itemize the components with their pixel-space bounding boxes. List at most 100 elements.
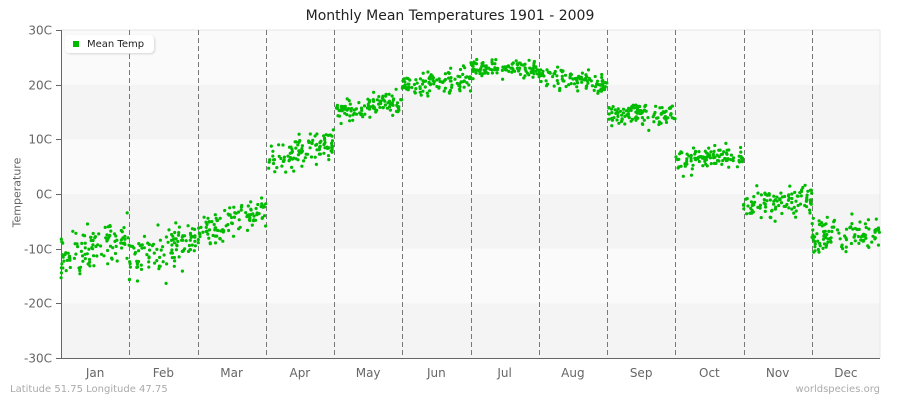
data-point <box>685 152 689 156</box>
data-point <box>87 247 91 251</box>
data-point <box>646 116 650 120</box>
data-point <box>510 70 514 74</box>
data-point <box>729 153 734 157</box>
data-point <box>712 156 716 160</box>
data-point <box>621 111 626 115</box>
data-point <box>190 227 194 231</box>
data-point <box>330 141 334 146</box>
data-point <box>377 102 381 106</box>
data-point <box>758 203 763 207</box>
data-point <box>552 84 556 88</box>
data-point <box>717 159 721 163</box>
data-point <box>592 88 596 92</box>
data-point <box>572 82 577 86</box>
data-point <box>339 121 343 126</box>
data-point <box>78 272 82 276</box>
data-point <box>401 79 405 83</box>
data-point <box>252 214 256 218</box>
data-point <box>114 234 118 238</box>
data-point <box>683 162 687 166</box>
data-point <box>388 108 392 112</box>
data-point <box>260 202 264 206</box>
data-point <box>103 225 107 229</box>
data-point <box>443 86 447 90</box>
data-point <box>85 252 89 256</box>
data-point <box>181 238 185 242</box>
data-point <box>236 210 241 214</box>
data-point <box>91 243 95 247</box>
data-point <box>703 155 707 160</box>
data-point <box>659 111 663 116</box>
data-point <box>113 239 117 243</box>
data-point <box>616 114 620 118</box>
data-point <box>296 143 300 147</box>
data-point <box>741 203 746 207</box>
data-point <box>95 254 99 258</box>
data-point <box>214 216 218 220</box>
data-point <box>844 245 848 249</box>
data-point <box>677 157 681 161</box>
data-point <box>469 63 474 67</box>
data-point <box>809 202 813 206</box>
data-point <box>457 83 461 87</box>
data-point <box>76 245 80 249</box>
data-point <box>830 225 834 229</box>
data-point <box>63 252 67 257</box>
data-point <box>475 57 479 62</box>
data-point <box>618 109 623 113</box>
data-point <box>556 65 560 69</box>
data-point <box>794 209 798 213</box>
data-point <box>709 150 713 154</box>
data-point <box>681 174 685 178</box>
data-point <box>772 202 776 206</box>
data-point <box>282 158 286 162</box>
data-point <box>330 150 334 154</box>
data-point <box>264 224 268 228</box>
data-point <box>259 205 263 209</box>
data-point <box>142 246 146 250</box>
data-point <box>449 79 453 83</box>
data-point <box>360 108 364 112</box>
data-point <box>135 279 140 283</box>
data-point <box>821 237 826 241</box>
data-point <box>335 103 339 107</box>
data-point <box>768 215 772 219</box>
data-point <box>322 142 326 146</box>
data-point <box>139 267 144 271</box>
data-point <box>137 242 141 246</box>
data-point <box>87 257 92 262</box>
data-point <box>664 109 668 113</box>
data-point <box>394 87 398 91</box>
data-point <box>867 245 871 249</box>
data-point <box>93 236 97 240</box>
data-point <box>790 200 794 205</box>
data-point <box>607 117 611 121</box>
data-point <box>664 120 669 124</box>
data-point <box>850 222 854 226</box>
data-point <box>165 262 169 266</box>
data-point <box>809 198 813 202</box>
data-point <box>461 64 465 68</box>
data-point <box>421 71 425 75</box>
data-point <box>74 231 78 235</box>
data-point <box>330 146 334 150</box>
data-point <box>233 211 237 215</box>
data-point <box>810 191 814 195</box>
data-point <box>142 234 147 238</box>
data-point <box>128 265 132 269</box>
data-point <box>213 226 217 230</box>
data-point <box>207 236 211 240</box>
data-point <box>506 64 510 68</box>
data-point <box>438 79 442 84</box>
data-point <box>447 71 451 75</box>
data-point <box>621 107 626 111</box>
data-point <box>808 208 812 212</box>
data-point <box>830 229 834 234</box>
data-point <box>136 265 140 269</box>
data-point <box>59 237 63 241</box>
data-point <box>187 243 191 248</box>
data-point <box>74 252 78 256</box>
data-point <box>59 276 63 280</box>
data-point <box>172 241 176 245</box>
data-point <box>483 64 487 68</box>
